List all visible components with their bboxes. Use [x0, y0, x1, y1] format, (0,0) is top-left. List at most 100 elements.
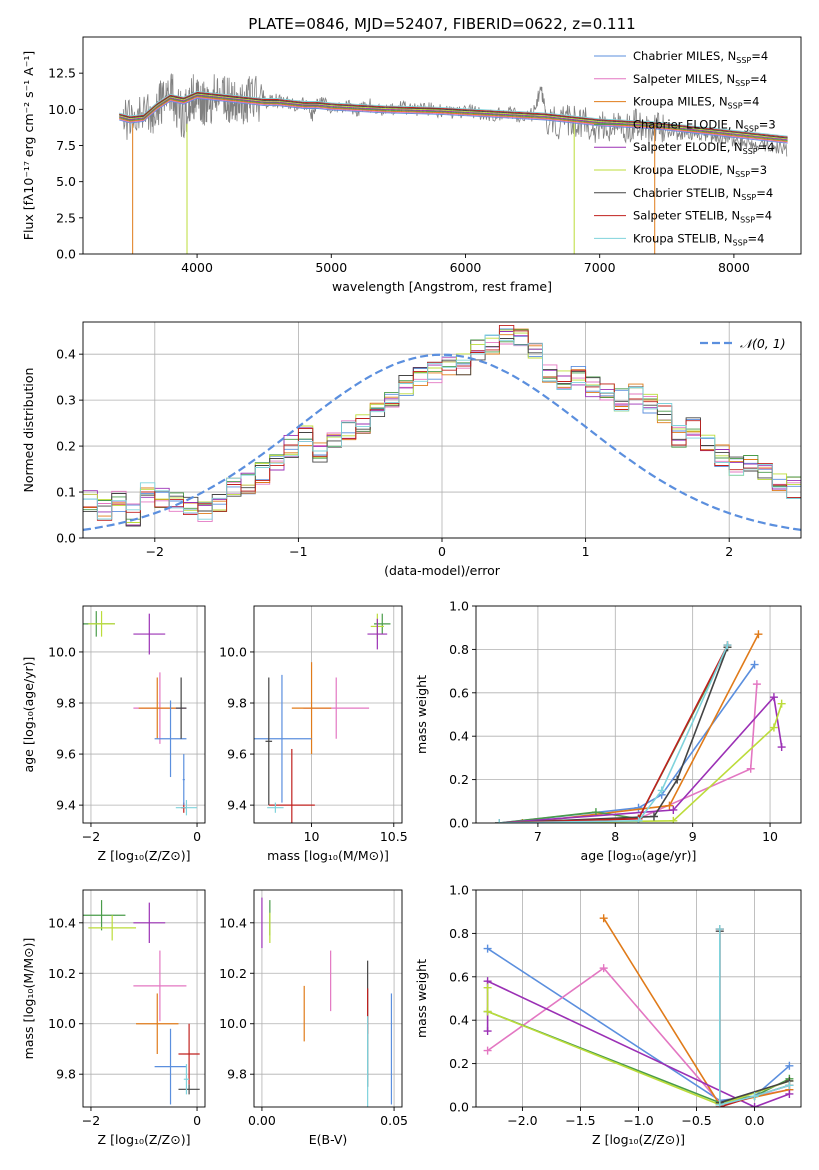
legend-entry-subscript: SSP — [733, 238, 748, 247]
model-line — [119, 90, 788, 137]
errorbar-point — [268, 748, 315, 823]
data-point-marker — [769, 693, 778, 702]
y-axis-label: mass weight — [414, 675, 429, 754]
x-tick-label: 7 — [534, 829, 542, 844]
panel-spectrum: 4000 5000 6000 7000 8000 0.0 2.5 5.0 7.5 10.0 12.5… — [21, 36, 802, 294]
model-line — [119, 92, 788, 139]
data-point-marker — [746, 764, 755, 773]
x-tick-label: 8 — [611, 829, 619, 844]
legend-entry-subscript: SSP — [740, 216, 755, 225]
y-tick-label: 10.0 — [219, 1016, 247, 1031]
plot-area — [83, 890, 205, 1107]
data-point-marker — [657, 786, 666, 795]
plot-content — [261, 897, 393, 1107]
plot-area — [83, 606, 205, 823]
legend-entry-subscript: SSP — [735, 170, 750, 179]
errorbar-point — [183, 1064, 190, 1095]
y-tick-label: 10.4 — [219, 915, 247, 930]
x-tick-label: 4000 — [181, 260, 213, 275]
legend-entry-suffix: =3 — [759, 117, 776, 131]
legend-entry-suffix: =4 — [750, 72, 767, 86]
model-line — [119, 93, 788, 140]
x-axis-label: Z [log₁₀(Z/Z⊙)] — [98, 1132, 191, 1147]
y-tick-label: 5.0 — [56, 174, 76, 189]
data-point-marker — [752, 680, 761, 689]
legend-entry: Chabrier MILES, NSSP=4 — [633, 49, 768, 65]
plot-content — [83, 611, 198, 816]
legend-entry: Kroupa ELODIE, NSSP=3 — [633, 163, 767, 179]
data-point-marker — [495, 819, 504, 823]
legend-entry: Salpeter STELIB, NSSP=4 — [633, 209, 772, 225]
errorbar-point — [88, 915, 137, 941]
legend-entry-suffix: =4 — [755, 209, 772, 223]
y-tick-label: 9.4 — [227, 798, 247, 813]
y-tick-label: 0.3 — [56, 393, 76, 408]
series — [715, 925, 794, 1107]
data-point-marker — [483, 944, 492, 953]
y-tick-label: 10.0 — [48, 102, 76, 117]
x-tick-label: −0.5 — [681, 1113, 711, 1128]
histogram-step — [83, 328, 801, 526]
data-point-marker — [665, 801, 674, 810]
y-tick-label: 9.4 — [56, 798, 76, 813]
histogram-step — [83, 334, 801, 520]
x-tick-label: 5000 — [315, 260, 347, 275]
y-tick-label: 10.2 — [219, 966, 247, 981]
y-tick-label: 0.8 — [449, 926, 469, 941]
x-axis-label: mass [log₁₀(M/M⊙)] — [267, 848, 389, 863]
legend-entry-suffix: =4 — [758, 140, 775, 154]
errorbar-point — [83, 900, 126, 931]
errorbar-point — [138, 677, 176, 739]
plot-content — [83, 900, 200, 1105]
series — [495, 641, 732, 823]
data-point-marker — [669, 816, 678, 823]
legend-entry-subscript: SSP — [744, 124, 759, 133]
x-tick-label: 2 — [725, 544, 733, 559]
errorbar-point — [178, 1023, 200, 1085]
x-tick-label: −1.5 — [565, 1113, 595, 1128]
data-point-marker — [673, 775, 682, 784]
y-tick-label: 10.2 — [48, 966, 76, 981]
data-point-marker — [750, 660, 759, 669]
plot-content — [254, 613, 391, 823]
data-point-marker — [754, 630, 763, 639]
series-line — [499, 695, 783, 823]
series — [495, 693, 786, 823]
x-tick-label: 10.5 — [380, 829, 408, 844]
x-tick-label: 9 — [689, 829, 697, 844]
y-tick-label: 9.6 — [56, 747, 76, 762]
axes-frame — [253, 889, 403, 1108]
y-tick-label: 10.0 — [48, 644, 76, 659]
model-line — [119, 91, 788, 138]
errorbar-point — [88, 611, 115, 637]
y-tick-label: 10.0 — [219, 644, 247, 659]
x-tick-label: 0 — [438, 544, 446, 559]
x-axis-label: Z [log₁₀(Z/Z⊙)] — [98, 848, 191, 863]
y-axis-label: Normed distribution — [21, 368, 36, 493]
x-tick-label: 0.00 — [248, 1113, 276, 1128]
errorbar-point — [133, 950, 187, 1022]
y-tick-label: 7.5 — [56, 138, 76, 153]
legend-entry-text: Kroupa ELODIE, N — [633, 163, 735, 177]
errorbar-point — [136, 993, 179, 1055]
legend-entry: Chabrier STELIB, NSSP=4 — [633, 186, 773, 202]
legend-entry-suffix: =4 — [748, 231, 765, 245]
legend-entry: 𝒩(0, 1) — [740, 336, 786, 351]
errorbar-point — [182, 754, 185, 806]
panel-mass_vs_Z: −2 0 9.8 10.0 10.2 10.4 Z [log₁₀(Z/Z⊙)] mass [l… — [21, 889, 206, 1147]
y-tick-label: 9.8 — [56, 696, 76, 711]
data-point-marker — [483, 1007, 492, 1016]
plot-content — [83, 324, 801, 531]
plot-content — [119, 73, 788, 254]
legend-entry-suffix: =3 — [750, 163, 767, 177]
panel-residuals: −2 −1 0 1 2 0.0 0.1 0.2 0.3 0.4 (data-model)/error… — [21, 321, 802, 578]
y-tick-label: 9.8 — [56, 1067, 76, 1082]
y-tick-label: 1.0 — [449, 599, 469, 614]
histogram-step — [83, 338, 801, 527]
axes-frame — [82, 605, 206, 824]
y-tick-label: 0.2 — [449, 1056, 469, 1071]
plot-area — [83, 37, 801, 254]
series-line — [718, 929, 790, 1106]
errorbar-point — [175, 677, 187, 739]
